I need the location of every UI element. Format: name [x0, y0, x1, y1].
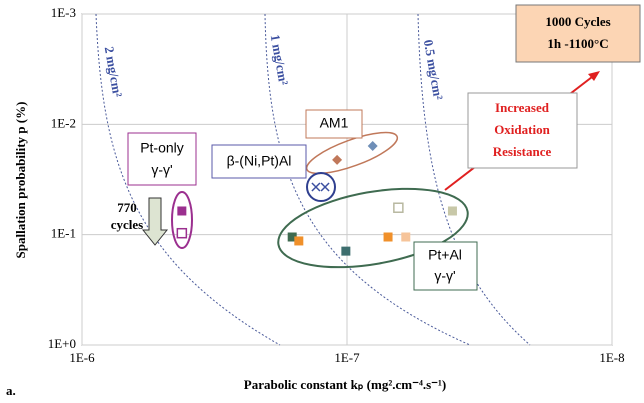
point	[311, 182, 321, 192]
point	[294, 236, 304, 246]
resistance-label: Increased	[495, 100, 550, 115]
label-box	[467, 92, 578, 169]
conditions-label: 1000 Cycles	[545, 14, 610, 29]
point	[447, 206, 457, 216]
cycles-label: 770	[117, 200, 137, 215]
iso-curve	[264, 13, 471, 346]
group-ellipse	[305, 131, 399, 175]
point	[287, 232, 297, 242]
y-tick-label: 1E-3	[51, 5, 76, 20]
label-box	[211, 144, 307, 179]
cycles-label: cycles	[111, 217, 143, 232]
pt-al-label: Pt+Al	[428, 247, 462, 263]
arrow-head	[588, 71, 600, 81]
conditions-label: 1h -1100°C	[547, 36, 608, 51]
marks	[176, 140, 457, 256]
x-tick-label: 1E-6	[69, 350, 95, 365]
iso-curve	[95, 13, 281, 346]
point	[176, 227, 188, 239]
group-ellipse	[277, 187, 469, 269]
x-tick-label: 1E-8	[599, 350, 624, 365]
point	[367, 140, 378, 151]
resistance-label: Oxidation	[494, 122, 550, 137]
y-tick-label: 1E-1	[51, 226, 76, 241]
point	[393, 202, 404, 213]
pt-al-label: γ-γ'	[434, 268, 455, 284]
resistance-label: Resistance	[493, 144, 552, 159]
point	[320, 182, 330, 192]
pt-only-label: γ-γ'	[151, 162, 172, 178]
label-box	[413, 241, 478, 291]
iso-curve	[417, 13, 531, 346]
point	[177, 206, 187, 216]
y-axis-title: Spallation probability p (%)	[13, 102, 28, 259]
point	[401, 232, 411, 242]
group-ellipse	[171, 191, 193, 249]
group-ellipse	[306, 172, 336, 202]
panel-label: a.	[6, 383, 16, 398]
point	[332, 154, 343, 165]
beta-label: β-(Ni,Pt)Al	[227, 153, 292, 169]
x-axis-title: Parabolic constant kₚ (mg².cm⁻⁴.s⁻¹)	[244, 377, 447, 392]
label-box	[305, 109, 363, 139]
y-tick-label: 1E+0	[48, 336, 76, 351]
y-tick-label: 1E-2	[51, 115, 76, 130]
down-arrow	[141, 197, 169, 246]
point	[383, 232, 393, 242]
point	[341, 246, 351, 256]
label-box	[127, 132, 197, 186]
am1-label: AM1	[320, 115, 349, 131]
x-tick-label: 1E-7	[334, 350, 360, 365]
conditions-box	[515, 4, 641, 63]
pt-only-label: Pt-only	[140, 140, 184, 156]
